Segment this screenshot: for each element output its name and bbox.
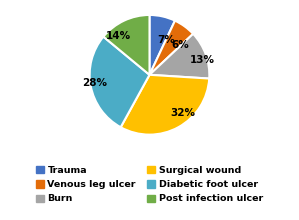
Wedge shape [103, 15, 150, 75]
Text: 32%: 32% [170, 108, 195, 117]
Wedge shape [90, 37, 150, 127]
Text: 28%: 28% [82, 78, 107, 88]
Text: 14%: 14% [106, 31, 131, 41]
Text: 6%: 6% [171, 40, 189, 50]
Wedge shape [150, 15, 175, 75]
Wedge shape [121, 75, 209, 135]
Wedge shape [150, 34, 209, 79]
Text: 7%: 7% [157, 35, 175, 45]
Legend: Trauma, Venous leg ulcer, Burn, Surgical wound, Diabetic foot ulcer, Post infect: Trauma, Venous leg ulcer, Burn, Surgical… [32, 162, 267, 207]
Text: 13%: 13% [190, 55, 215, 65]
Wedge shape [150, 21, 193, 75]
